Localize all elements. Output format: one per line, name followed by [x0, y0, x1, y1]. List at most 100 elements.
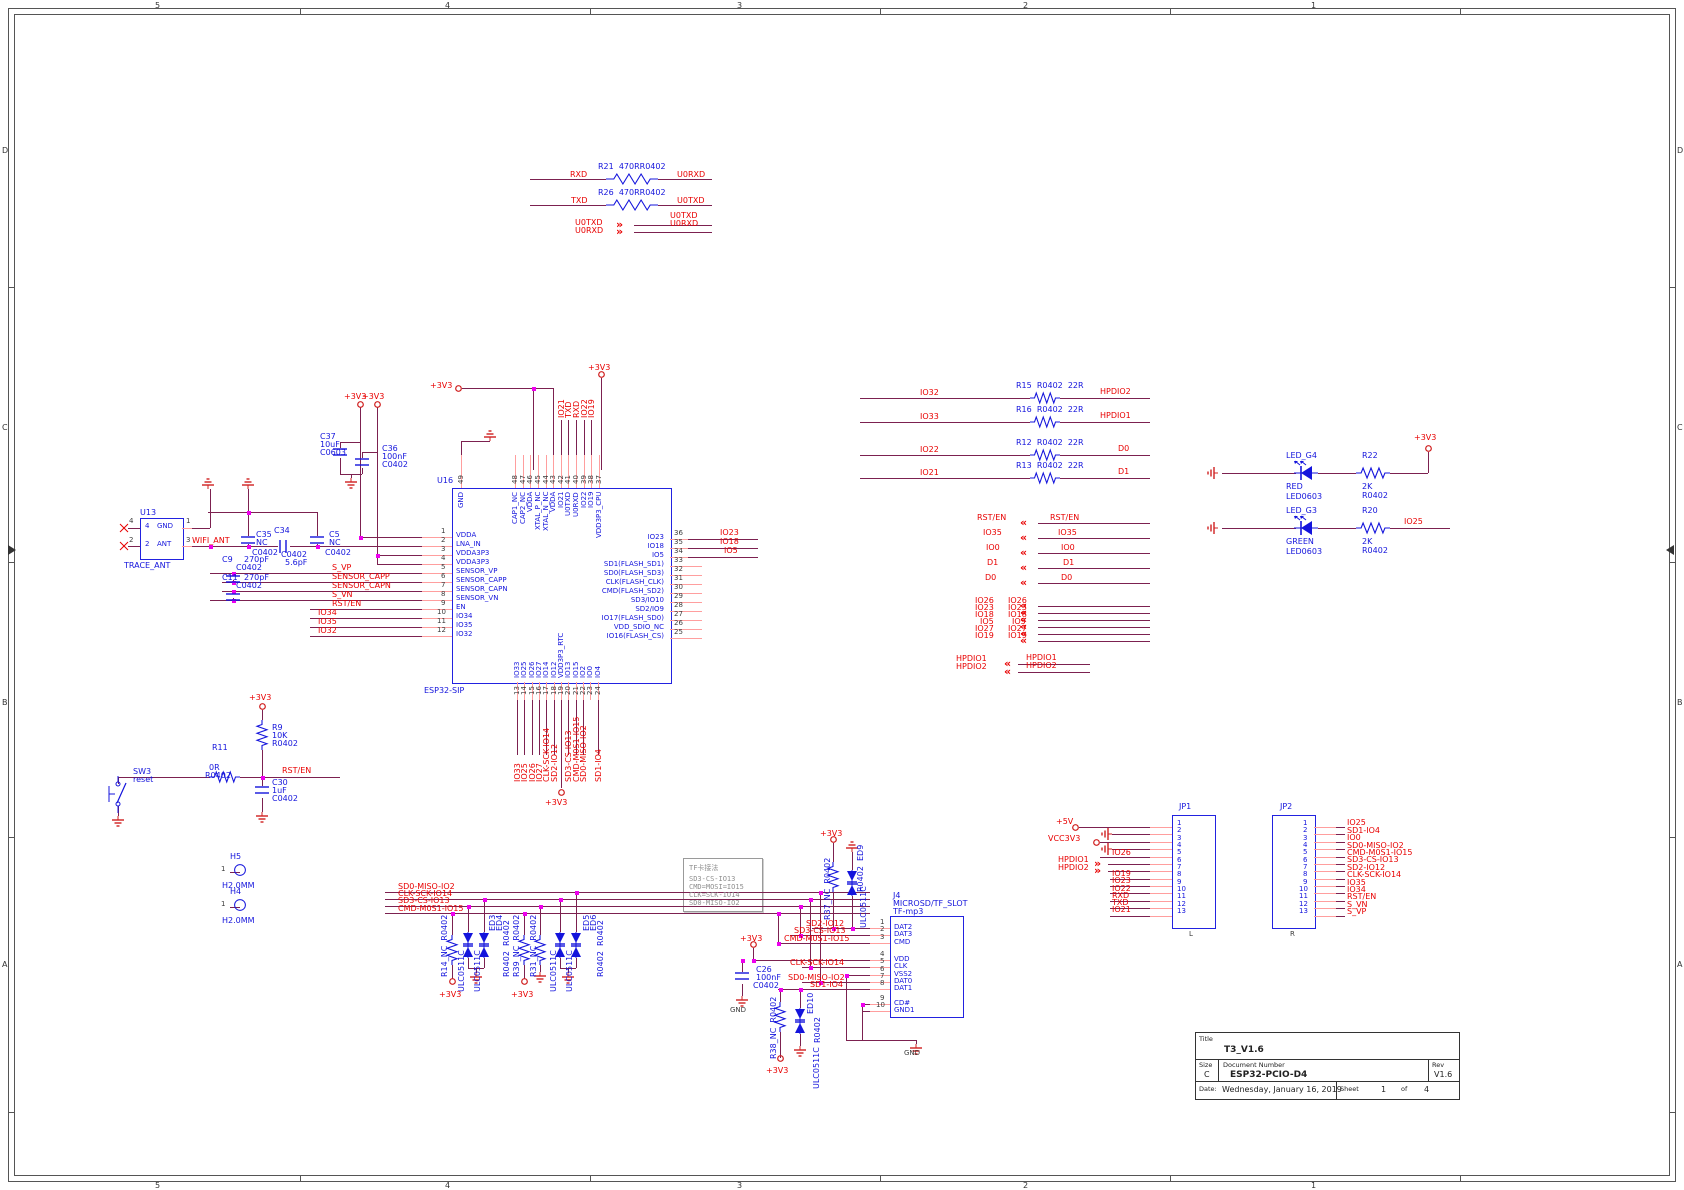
wire[interactable] — [1222, 528, 1296, 529]
pin-number[interactable]: 25 — [674, 628, 683, 636]
component-label[interactable]: ULC0511C — [549, 950, 558, 992]
net-label[interactable]: S_VN — [332, 590, 353, 599]
pin-number[interactable]: 49 — [457, 475, 465, 484]
pin-name[interactable]: VDD — [894, 955, 910, 963]
pin-number[interactable]: 11 — [437, 617, 446, 625]
pin-name[interactable]: XTAL_P_NC — [534, 491, 542, 530]
net-label[interactable]: IO21 — [920, 468, 939, 477]
wire[interactable] — [461, 441, 462, 455]
net-label[interactable]: HPDIO2 — [1100, 387, 1131, 396]
pin-stub[interactable] — [422, 564, 452, 565]
net-label[interactable]: IO0 — [1061, 543, 1075, 552]
component-label[interactable]: 270pF — [244, 573, 269, 582]
wire[interactable] — [262, 750, 263, 777]
pin-number[interactable]: 5 — [441, 563, 446, 571]
net-label[interactable]: HPDIO2 — [1058, 863, 1089, 872]
pin-stub[interactable] — [524, 682, 525, 700]
pin-name[interactable]: 13 — [1177, 907, 1186, 915]
pin-name[interactable]: SENSOR_CAPP — [456, 576, 507, 584]
wire[interactable] — [780, 1054, 781, 1058]
ground-icon[interactable] — [1100, 842, 1112, 856]
pin-stub[interactable] — [546, 455, 547, 488]
ground-icon[interactable] — [483, 429, 497, 441]
wire[interactable] — [340, 458, 341, 474]
component-label[interactable]: R0402 — [272, 739, 298, 748]
wire[interactable] — [1110, 879, 1172, 880]
component-label[interactable]: R21 470RR0402 — [598, 162, 666, 171]
net-label[interactable]: IO19 — [1112, 869, 1131, 878]
pin-name[interactable]: 7 — [1177, 863, 1182, 871]
pin-name[interactable]: CMD — [894, 938, 911, 946]
component-label[interactable]: 2K — [1362, 482, 1373, 491]
esp32-u16-body[interactable] — [452, 488, 672, 684]
pin-number[interactable]: 26 — [674, 619, 683, 627]
net-label[interactable]: IO23 — [1112, 876, 1131, 885]
wire[interactable] — [340, 442, 360, 443]
pin-stub[interactable] — [1314, 886, 1336, 887]
pin-number[interactable]: 3 — [880, 933, 885, 941]
component-label[interactable]: LED0603 — [1286, 547, 1323, 556]
wire[interactable] — [452, 965, 453, 979]
net-label[interactable]: U0RXD — [677, 170, 706, 179]
note-text[interactable]: TF卡接法 — [689, 864, 719, 872]
pin-stub[interactable] — [1314, 857, 1336, 858]
wire[interactable] — [452, 913, 453, 935]
wire[interactable] — [128, 546, 140, 547]
wire[interactable] — [128, 528, 140, 529]
component-label[interactable]: LED_G4 — [1286, 451, 1317, 460]
wire[interactable] — [262, 777, 263, 786]
pin-number[interactable]: 3 — [441, 545, 446, 553]
net-label[interactable]: +3V3 — [820, 829, 843, 838]
wire[interactable] — [598, 700, 599, 755]
wire[interactable] — [820, 892, 821, 982]
net-label[interactable]: +5V — [1056, 817, 1074, 826]
pin-name[interactable]: IO35 — [456, 621, 473, 629]
component-label[interactable]: ULC0511C — [473, 950, 482, 992]
wire[interactable] — [780, 1032, 781, 1054]
net-label[interactable]: +3V3 — [344, 392, 367, 401]
net-label[interactable]: IO5 — [1012, 617, 1026, 626]
net-label[interactable]: HPDIO1 — [1100, 411, 1131, 420]
pin-name[interactable]: 1 — [1177, 819, 1182, 827]
wire[interactable] — [862, 1004, 863, 1040]
pin-number[interactable]: L — [1189, 930, 1193, 938]
wire[interactable] — [576, 892, 577, 932]
pin-name[interactable]: 2 — [145, 540, 150, 548]
pin-number[interactable]: 29 — [674, 592, 683, 600]
ground-icon[interactable] — [241, 477, 255, 489]
resistor-icon[interactable] — [445, 935, 459, 965]
pin-stub[interactable] — [422, 582, 452, 583]
wire[interactable] — [846, 975, 890, 976]
wire[interactable] — [852, 852, 853, 870]
pin-number[interactable]: 17 — [542, 686, 550, 695]
net-label[interactable]: IO27 — [975, 624, 994, 633]
net-label[interactable]: IO0 — [986, 543, 1000, 552]
net-label[interactable]: IO27 — [1008, 624, 1027, 633]
pin-stub[interactable] — [670, 539, 688, 540]
net-label[interactable]: VCC3V3 — [1048, 834, 1081, 843]
wire[interactable] — [468, 958, 469, 968]
wire[interactable] — [517, 700, 518, 755]
pin-name[interactable]: IO13 — [564, 661, 572, 678]
pin-stub[interactable] — [517, 682, 518, 700]
net-label[interactable]: CLK-SCK-IO14 — [398, 889, 453, 898]
wire[interactable] — [658, 205, 712, 206]
wire[interactable] — [634, 225, 712, 226]
component-label[interactable]: R9 — [272, 723, 283, 732]
net-label[interactable]: SD3-CS-IO13 — [398, 896, 450, 905]
pin-stub[interactable] — [422, 618, 452, 619]
pin-stub[interactable] — [870, 960, 890, 961]
component-label[interactable]: LED_G3 — [1286, 506, 1317, 515]
pin-name[interactable]: 1 — [1303, 819, 1308, 827]
component-label[interactable]: R39_NC R0402 — [512, 914, 521, 977]
pin-stub[interactable] — [688, 620, 702, 621]
net-label[interactable]: IO23 — [975, 603, 994, 612]
header-jp2-body[interactable] — [1272, 815, 1316, 929]
net-label[interactable]: HPDIO1 — [1026, 653, 1057, 662]
component-label[interactable]: TF-mp3 — [893, 907, 924, 916]
pin-name[interactable]: VDDA3P3 — [456, 558, 490, 566]
pin-name[interactable]: 3 — [1303, 834, 1308, 842]
component-label[interactable]: 270pF — [244, 555, 269, 564]
wire[interactable] — [1100, 857, 1172, 858]
component-label[interactable]: H4 — [230, 887, 242, 896]
